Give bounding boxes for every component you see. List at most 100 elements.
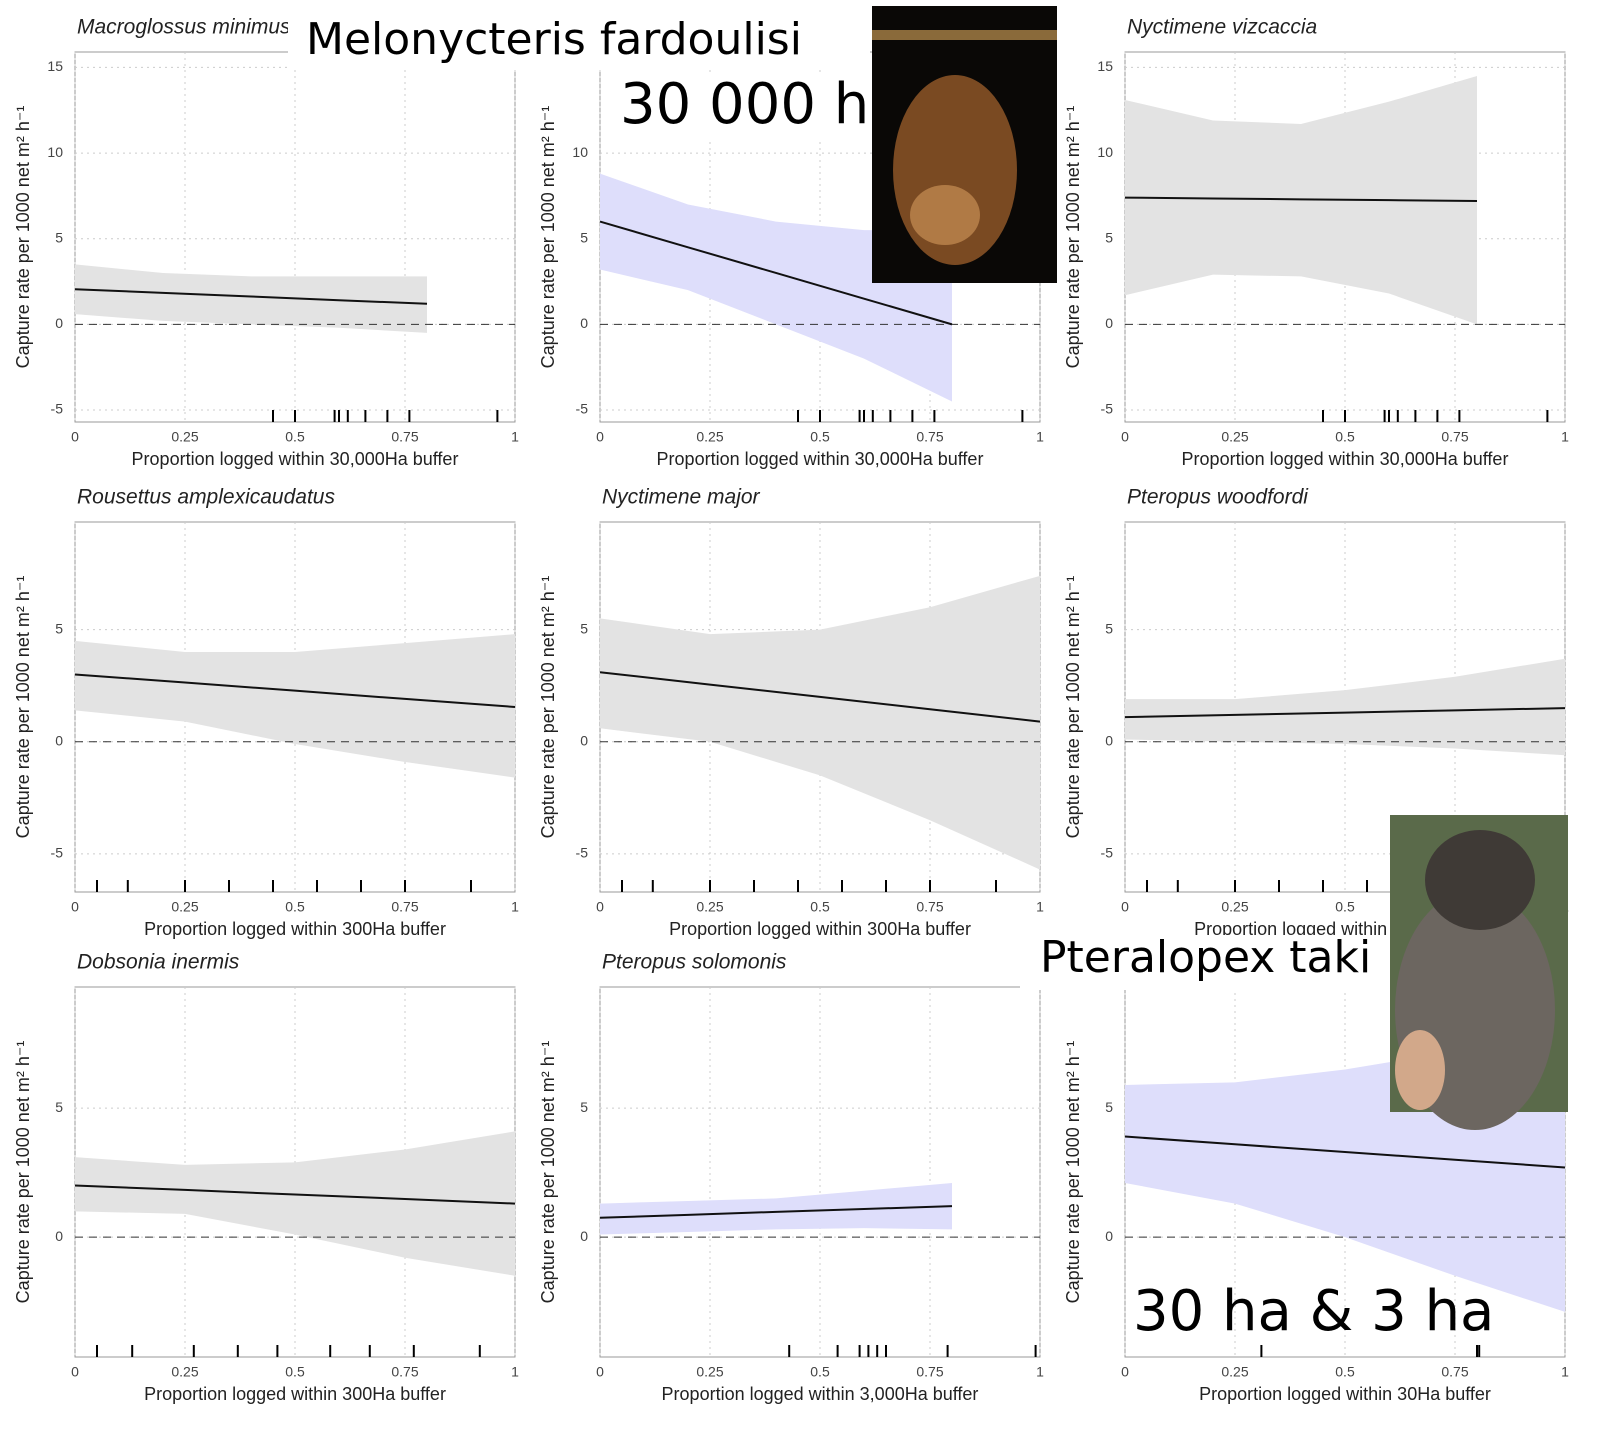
fit-line (74, 288, 428, 305)
fit-line (599, 220, 953, 326)
label-bg (1020, 935, 1390, 990)
y-tick-label: 0 (55, 732, 63, 748)
y-axis-label: Capture rate per 1000 net m² h⁻¹ (13, 106, 33, 369)
x-tick-label: 0.25 (1221, 1364, 1248, 1380)
confidence-band (1125, 658, 1565, 756)
y-tick-label: 15 (47, 58, 63, 74)
y-tick-label: 5 (55, 229, 63, 245)
fit-line (599, 671, 1041, 723)
y-axis-label: Capture rate per 1000 net m² h⁻¹ (1063, 576, 1083, 839)
y-tick-label: -5 (576, 845, 589, 861)
x-tick-label: 1 (1036, 429, 1044, 445)
x-tick-label: 0.75 (916, 1364, 943, 1380)
x-tick-label: 0.5 (810, 1364, 830, 1380)
y-tick-label: 5 (580, 1099, 588, 1115)
x-tick-label: 0.5 (810, 429, 830, 445)
y-tick-label: 5 (1105, 229, 1113, 245)
x-tick-label: 0.5 (1335, 899, 1355, 915)
x-axis-label: Proportion logged within 30,000Ha buffer (132, 449, 459, 469)
x-tick-label: 0.5 (810, 899, 830, 915)
y-tick-label: 0 (1105, 1228, 1113, 1244)
y-tick-label: 0 (55, 315, 63, 331)
x-axis-label: Proportion logged within 30,000Ha buffer (657, 449, 984, 469)
x-tick-label: 0.25 (171, 1364, 198, 1380)
y-tick-label: 5 (1105, 1099, 1113, 1115)
confidence-band (75, 1131, 515, 1276)
y-axis-label: Capture rate per 1000 net m² h⁻¹ (538, 576, 558, 839)
x-tick-label: 0.25 (696, 429, 723, 445)
panel-title: Nyctimene major (602, 486, 761, 509)
x-tick-label: 0.75 (391, 1364, 418, 1380)
x-tick-label: 0.25 (171, 899, 198, 915)
x-tick-label: 1 (1036, 1364, 1044, 1380)
x-tick-label: 0.75 (1441, 429, 1468, 445)
x-tick-label: 1 (1561, 429, 1569, 445)
x-tick-label: 0 (1121, 899, 1129, 915)
area-annotation: 30 000 ha (620, 72, 904, 137)
y-tick-label: -5 (576, 401, 589, 417)
photo-bat (1390, 815, 1568, 1130)
x-tick-label: 0 (71, 899, 79, 915)
area-annotation: 30 ha & 3 ha (1133, 1279, 1494, 1344)
photo-bat (872, 6, 1057, 283)
y-tick-label: 5 (55, 1099, 63, 1115)
x-tick-label: 0.25 (696, 899, 723, 915)
x-tick-label: 0.75 (916, 899, 943, 915)
y-axis-label: Capture rate per 1000 net m² h⁻¹ (538, 106, 558, 369)
y-tick-label: 0 (580, 1228, 588, 1244)
x-axis-label: Proportion logged within 30,000Ha buffer (1182, 449, 1509, 469)
y-tick-label: 0 (55, 1228, 63, 1244)
label-bg (288, 12, 870, 70)
panel-title: Dobsonia inermis (77, 951, 240, 974)
y-tick-label: 0 (1105, 315, 1113, 331)
x-tick-label: 0.25 (1221, 429, 1248, 445)
fit-line (1124, 1135, 1566, 1169)
x-tick-label: 0.5 (285, 1364, 305, 1380)
x-tick-label: 0 (71, 1364, 79, 1380)
fit-line (1124, 196, 1478, 203)
x-tick-label: 0 (596, 899, 604, 915)
confidence-band (600, 1182, 952, 1235)
x-tick-label: 1 (511, 429, 519, 445)
y-tick-label: 5 (1105, 620, 1113, 636)
x-tick-label: 0.25 (696, 1364, 723, 1380)
y-tick-label: 10 (572, 144, 588, 160)
x-tick-label: 0.75 (391, 899, 418, 915)
panel-title: Macroglossus minimus (77, 16, 291, 39)
confidence-band (75, 264, 427, 333)
x-tick-label: 0 (71, 429, 79, 445)
fit-line (74, 1184, 516, 1205)
species-annotation: Melonycteris fardoulisi (306, 14, 802, 65)
y-axis-label: Capture rate per 1000 net m² h⁻¹ (13, 1041, 33, 1304)
x-tick-label: 1 (511, 899, 519, 915)
x-tick-label: 0.75 (916, 429, 943, 445)
x-tick-label: 0.5 (1335, 429, 1355, 445)
x-tick-label: 0.75 (1441, 1364, 1468, 1380)
x-tick-label: 1 (1036, 899, 1044, 915)
y-axis-label: Capture rate per 1000 net m² h⁻¹ (1063, 1041, 1083, 1304)
y-tick-label: 0 (580, 315, 588, 331)
y-tick-label: 5 (580, 229, 588, 245)
panel-title: Rousettus amplexicaudatus (77, 486, 335, 509)
x-tick-label: 0 (596, 1364, 604, 1380)
x-axis-label: Proportion logged within 30Ha buffer (1199, 1384, 1491, 1404)
x-tick-label: 0.5 (1335, 1364, 1355, 1380)
x-axis-label: Proportion logged within 300Ha buffer (144, 1384, 446, 1404)
y-axis-label: Capture rate per 1000 net m² h⁻¹ (1063, 106, 1083, 369)
x-tick-label: 0.5 (285, 429, 305, 445)
x-tick-label: 0.5 (285, 899, 305, 915)
x-tick-label: 1 (1561, 1364, 1569, 1380)
y-tick-label: 5 (55, 620, 63, 636)
x-tick-label: 0.75 (391, 429, 418, 445)
confidence-band (600, 173, 952, 402)
x-tick-label: 0 (1121, 1364, 1129, 1380)
x-tick-label: 0.25 (171, 429, 198, 445)
x-axis-label: Proportion logged within 3,000Ha buffer (662, 1384, 979, 1404)
fit-line (1124, 707, 1566, 719)
y-tick-label: 15 (1097, 58, 1113, 74)
y-tick-label: 0 (1105, 732, 1113, 748)
y-tick-label: 5 (580, 620, 588, 636)
y-tick-label: -5 (1101, 845, 1114, 861)
